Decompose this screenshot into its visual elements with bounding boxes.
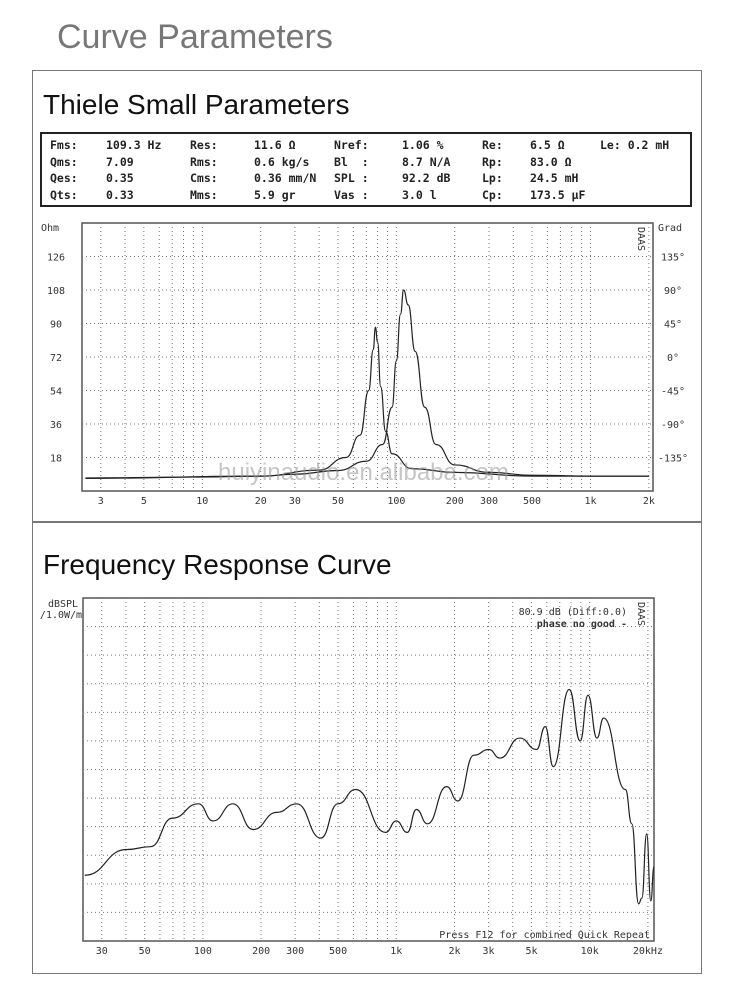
param-label: Nref: [334,138,369,152]
param-value: 8.7 N/A [402,154,451,169]
plot-frame [82,597,655,942]
y2-tick-label: -135° [658,454,688,465]
param-value: 173.5 µF [530,187,586,202]
x-tick-label: 1k [390,946,402,957]
y-tick-label: 18 [50,454,62,465]
x-tick-label: 5k [525,946,537,957]
y2-tick-label: 0° [667,353,679,364]
y2-tick-label: -45° [661,387,685,398]
y2-tick-label: -90° [661,420,685,431]
x-tick-label: 50 [332,496,344,507]
x-tick-label: 500 [523,496,541,507]
param-value: 3.0 l [402,187,437,202]
x-tick-label: 3 [98,496,104,507]
x-tick-label: 5 [141,496,147,507]
y-tick-label: 126 [47,253,65,264]
hint-annotation: Press F12 for combined Quick Repeat [439,930,650,941]
param-value: 5.9 gr [254,187,296,202]
phase-annotation: phase no good - [537,619,627,630]
y2-tick-label: 45° [664,320,682,331]
param-label: Lp: [482,171,503,185]
x-tick-label: 300 [480,496,498,507]
fr-title: Frequency Response Curve [43,549,392,580]
param-label: Re: [482,138,503,152]
param-label: Bl : [334,154,369,169]
param-value: 92.2 dB [402,171,451,185]
impedance-chart: 3 5 10 20 30 50 100 200 300 500 1k 2k 18 36 54 72 90 108 1… [41,222,688,507]
param-value: 0.33 [106,187,134,202]
frequency-response-chart: 30 50 100 200 300 500 1k 2k 3k 5k 10k 20kHz dBSPL/1.… [40,597,663,957]
x-tick-label: 2k [643,496,655,507]
param-label: Cms: [190,171,218,185]
y-tick-label: 72 [50,353,62,364]
param-label: SPL : [334,171,369,185]
x-tick-label: 30 [96,946,108,957]
param-value: 0.6 kg/s [254,154,310,169]
y-axis-label: dBSPL [48,599,78,610]
param-value: 7.09 [106,154,134,169]
daas-logo: DAAS [635,227,646,251]
param-value: 0.35 [106,171,134,185]
param-value: 6.5 Ω [530,138,565,152]
param-label: Vas : [334,187,369,202]
series-line [85,289,649,479]
y2-tick-label: 90° [664,286,682,297]
x-tick-label: 2k [448,946,460,957]
thiele-small-panel: Thiele Small Parameters Fms: 109.3 Hz Res:… [32,70,702,522]
param-label: Le: 0.2 mH [600,138,670,152]
param-label: Qts: [50,187,78,202]
x-tick-label: 20 [255,496,267,507]
x-tick-label: 30 [289,496,301,507]
param-value: 83.0 Ω [530,154,572,169]
param-label: Cp: [482,187,503,202]
y-tick-label: 54 [50,387,62,398]
param-label: Mms: [190,187,218,202]
param-value: 24.5 mH [530,171,579,185]
watermark: huiyinaudio.en.alibaba.com [218,459,509,486]
x-tick-label: 200 [252,946,270,957]
x-tick-label: 1k [584,496,596,507]
level-annotation: 80.9 dB (Diff:0.0) [519,607,627,618]
param-label: Res: [190,138,218,152]
x-tick-label: 500 [329,946,347,957]
x-tick-label: 20kHz [633,946,663,957]
y2-axis-label: Grad [658,223,682,234]
x-tick-label: 10 [196,496,208,507]
x-tick-label: 200 [446,496,464,507]
param-label: Qms: [50,154,78,169]
param-value: 0.36 mm/N [254,171,317,185]
frequency-response-panel: Frequency Response Curve 30 50 100 200 300 50… [32,522,702,974]
series-line [85,326,649,479]
plot-frame [81,222,654,492]
y-tick-label: 36 [50,420,62,431]
y2-tick-label: 135° [661,253,685,264]
x-tick-label: 300 [286,946,304,957]
param-value: 1.06 % [402,138,444,152]
param-label: Fms: [50,138,78,152]
daas-logo: DAAS [635,602,646,626]
x-tick-label: 100 [387,496,405,507]
param-label: Rms: [190,154,218,169]
y-axis-label: Ohm [41,223,59,234]
series-line [84,688,655,905]
page-title: Curve Parameters [57,18,333,56]
x-tick-label: 100 [194,946,212,957]
x-tick-label: 50 [139,946,151,957]
ts-title: Thiele Small Parameters [43,89,350,120]
param-label: Qes: [50,171,78,185]
y-tick-label: 90 [50,320,62,331]
x-tick-label: 10k [581,946,599,957]
x-tick-label: 3k [483,946,495,957]
param-value: 109.3 Hz [106,138,162,152]
parameter-table: Fms: 109.3 Hz Res: 11.6 Ω Nref: 1.06 % Re: 6.5 … [40,132,692,207]
y-tick-label: 108 [47,286,65,297]
y-axis-unit: /1.0W/m [40,610,82,621]
param-label: Rp: [482,154,503,169]
param-value: 11.6 Ω [254,138,296,152]
